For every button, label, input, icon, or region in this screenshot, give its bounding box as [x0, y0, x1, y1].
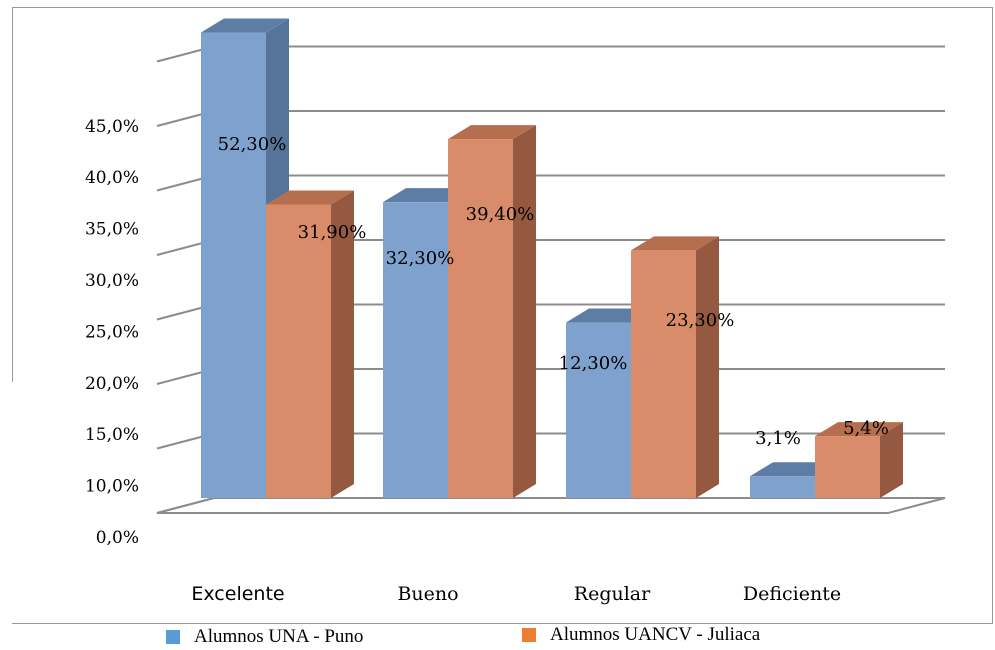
bar — [448, 139, 513, 499]
bar — [815, 436, 880, 498]
bars — [201, 18, 903, 499]
x-category-label: Deficiente — [743, 583, 841, 605]
data-label: 31,90% — [298, 222, 367, 243]
bar-side — [880, 422, 903, 498]
bar — [750, 476, 815, 498]
legend-label-uancv: Alumnos UANCV - Juliaca — [550, 624, 761, 645]
y-tick-label: 25,0% — [85, 322, 139, 342]
data-labels: 52,30% 32,30% 12,30% 3,1% 31,90% 39,40% 23,30%… — [218, 134, 889, 449]
bar-top — [266, 190, 354, 205]
data-label: 39,40% — [466, 204, 535, 225]
bar-top — [448, 125, 536, 140]
y-tick-label: 10,0% — [85, 477, 139, 497]
x-category-label: Regular — [574, 583, 651, 605]
y-tick-label: 15,0% — [85, 425, 139, 445]
bar — [266, 204, 331, 498]
bar-top — [815, 422, 903, 437]
data-label: 52,30% — [218, 134, 287, 155]
legend-item-una: Alumnos UNA - Puno — [166, 626, 363, 648]
bar-side — [513, 125, 536, 499]
bar — [383, 202, 448, 498]
x-category-label: Bueno — [397, 583, 458, 605]
y-tick-label: 30,0% — [85, 271, 139, 291]
bar — [201, 32, 266, 498]
y-axis-ticks: 0,0% 10,0% 15,0% 20,0% 25,0% 30,0% 35,0% 40,0% 4… — [85, 117, 139, 548]
y-tick-label: 45,0% — [85, 117, 139, 137]
data-label: 12,30% — [559, 353, 628, 374]
legend-swatch-uancv — [522, 628, 536, 642]
y-tick-label: 40,0% — [85, 168, 139, 188]
chart-walls — [156, 497, 946, 514]
chart-floor — [156, 497, 946, 514]
legend-label-una: Alumnos UNA - Puno — [194, 626, 364, 647]
legend-swatch-una — [166, 630, 180, 644]
x-axis-categories: Excelente Bueno Regular Deficiente — [191, 583, 841, 605]
bar-side — [696, 236, 719, 498]
data-label: 32,30% — [386, 248, 455, 269]
y-tick-label: 20,0% — [85, 374, 139, 394]
bar-side — [331, 190, 354, 498]
chart-frame-bottom-edge — [12, 623, 993, 624]
x-category-label: Excelente — [191, 583, 284, 605]
gridline-side — [156, 497, 215, 514]
chart-frame — [12, 7, 993, 624]
bar-top — [631, 236, 719, 251]
bar — [566, 322, 631, 498]
data-label: 3,1% — [755, 428, 801, 449]
chart-frame-left-edge — [12, 7, 13, 382]
data-label: 5,4% — [843, 418, 889, 439]
y-tick-label: 35,0% — [85, 220, 139, 240]
data-label: 23,30% — [666, 310, 735, 331]
y-tick-label: 0,0% — [96, 528, 139, 548]
bar — [631, 250, 696, 498]
bar-top — [201, 18, 289, 33]
legend-item-uancv: Alumnos UANCV - Juliaca — [522, 624, 760, 646]
